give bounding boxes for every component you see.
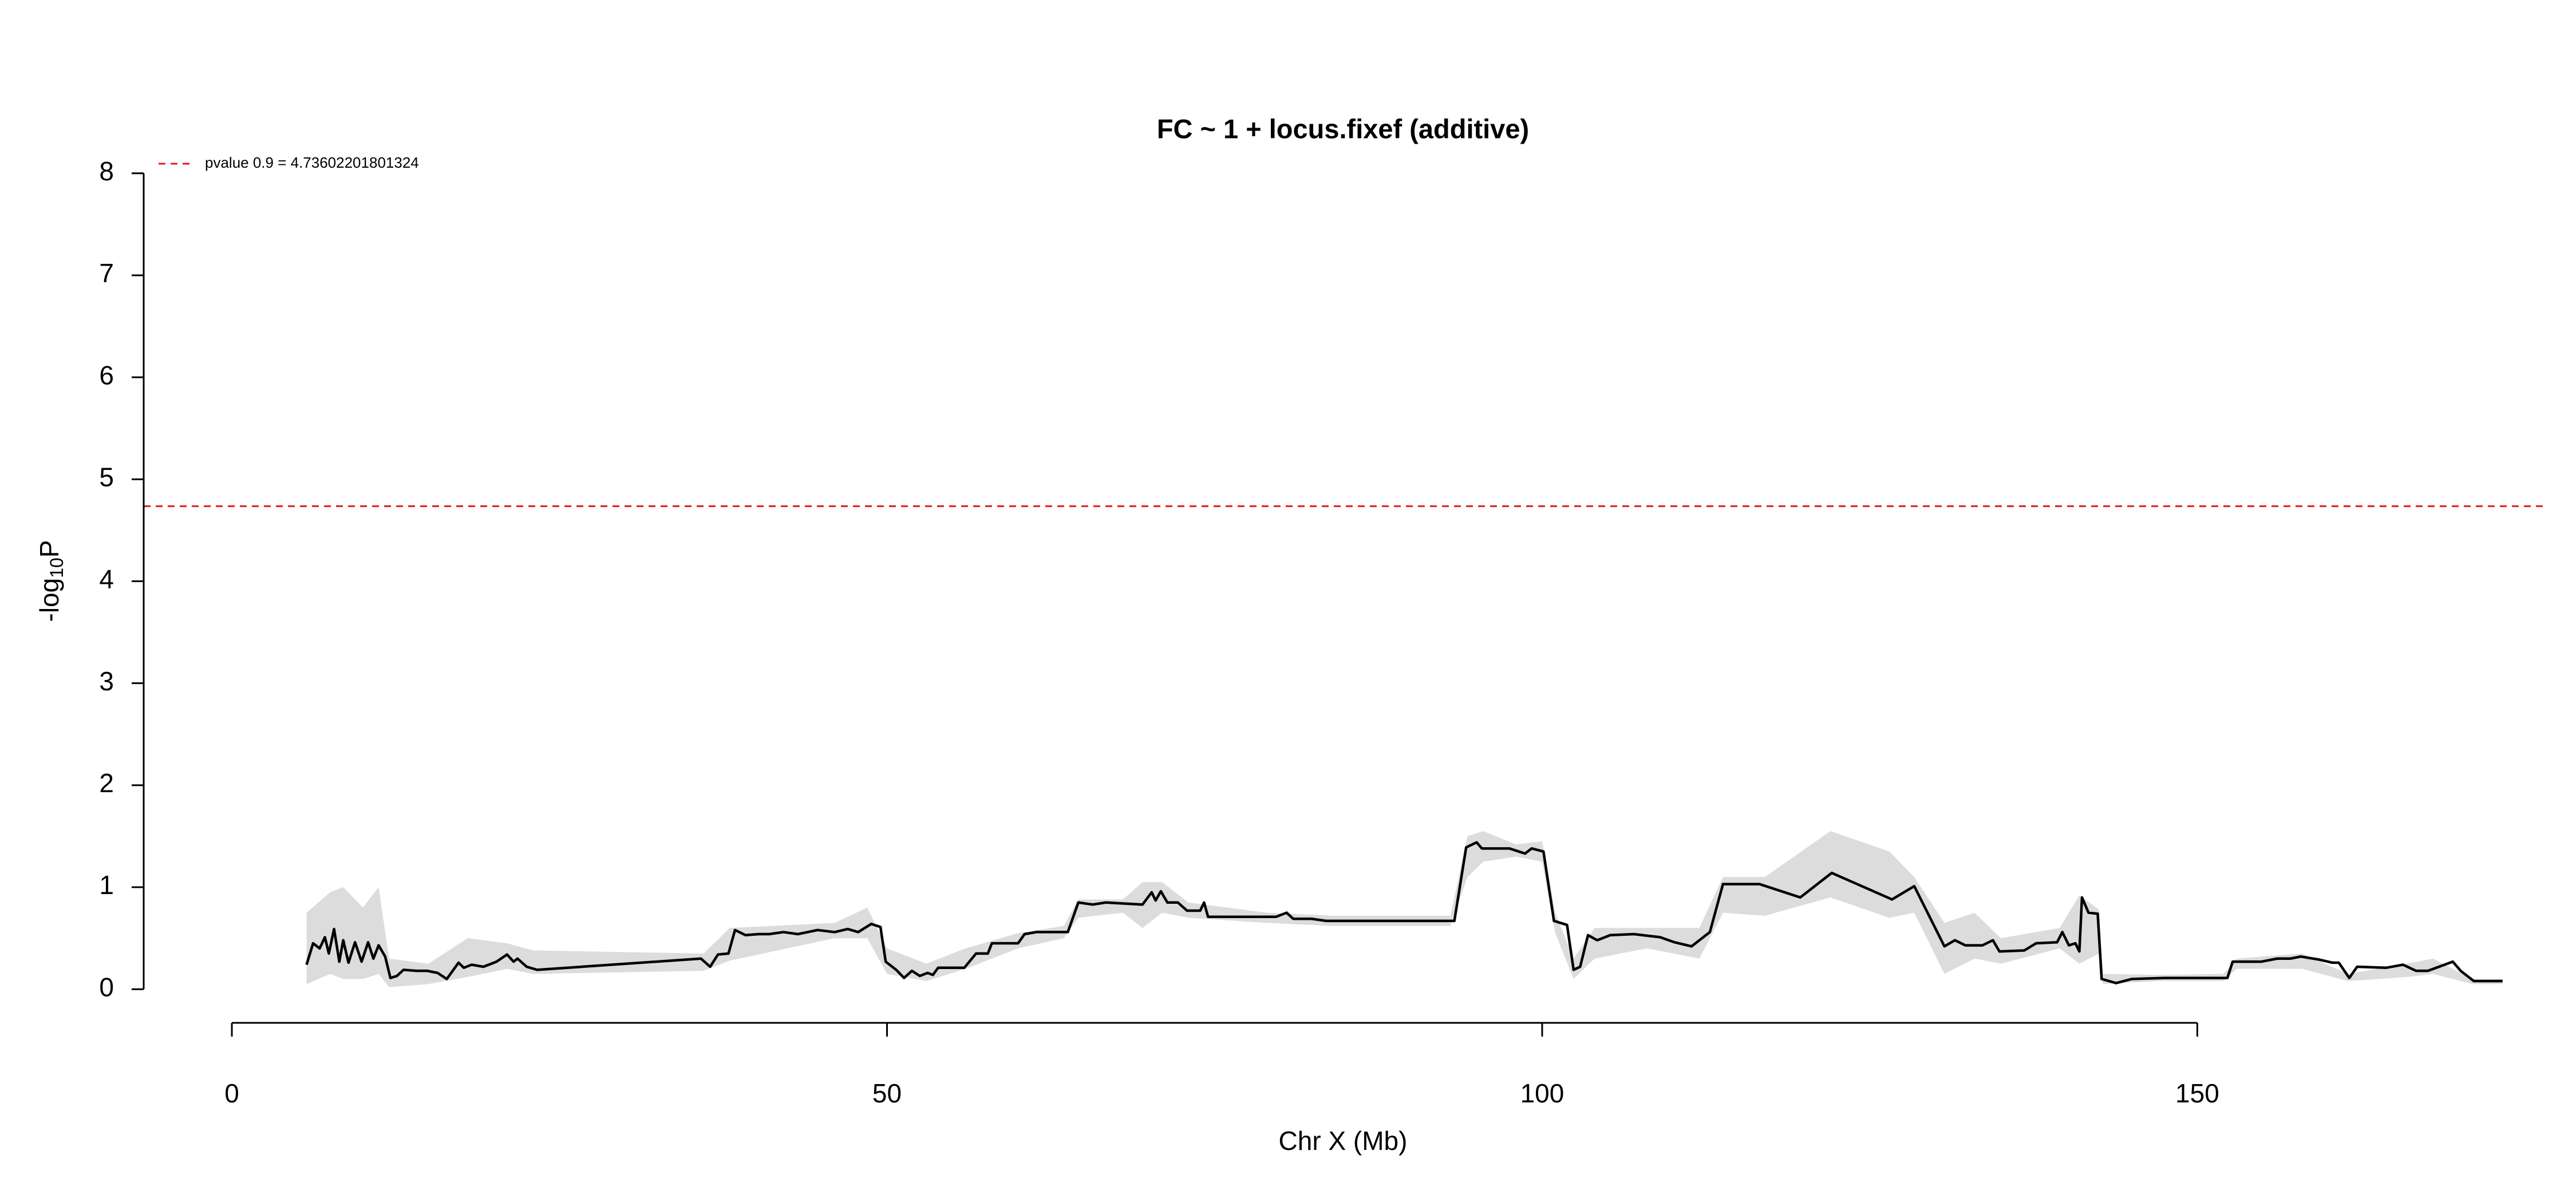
y-tick-label: 8 [99, 156, 114, 186]
y-tick-label: 5 [99, 462, 114, 492]
data-line [305, 841, 2503, 984]
y-axis-label: -log10P [34, 540, 67, 622]
x-tick-label: 0 [224, 1078, 239, 1108]
y-tick-label: 2 [99, 768, 114, 798]
legend-label: pvalue 0.9 = 4.73602201801324 [205, 154, 419, 171]
x-tick-label: 150 [2175, 1078, 2219, 1108]
y-label-subscript: 10 [46, 557, 67, 578]
y-tick-label: 7 [99, 258, 114, 288]
y-tick-label: 6 [99, 360, 114, 390]
chart-title: FC ~ 1 + locus.fixef (additive) [1157, 113, 1529, 144]
y-label-part: P [34, 540, 64, 558]
x-axis-label: Chr X (Mb) [1279, 1126, 1408, 1156]
y-tick-label: 0 [99, 972, 114, 1002]
x-tick-label: 50 [872, 1078, 902, 1108]
confidence-band [306, 831, 2503, 987]
y-label-part: -log [34, 578, 64, 622]
y-tick-label: 4 [99, 564, 114, 594]
x-tick-label: 100 [1520, 1078, 1564, 1108]
y-tick-label: 3 [99, 666, 114, 696]
y-tick-label: 1 [99, 870, 114, 900]
